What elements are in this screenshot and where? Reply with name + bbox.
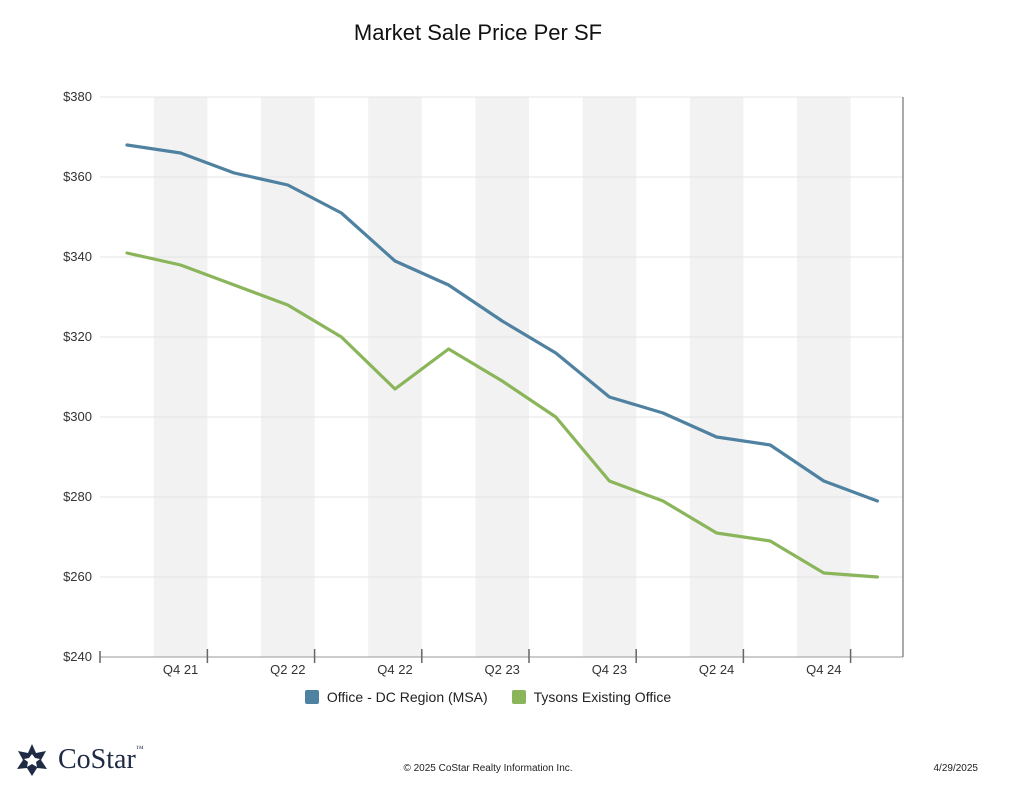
legend-item-series-1[interactable]: Office - DC Region (MSA) xyxy=(304,689,488,705)
legend-swatch-series-1 xyxy=(304,690,319,704)
brand-name: CoStar™ xyxy=(58,744,144,775)
y-tick-label: $320 xyxy=(63,329,92,344)
y-tick-label: $240 xyxy=(63,649,92,664)
x-tick-label: Q4 22 xyxy=(377,662,412,677)
x-tick-label: Q4 23 xyxy=(592,662,627,677)
band-Q2-24 xyxy=(689,97,744,657)
x-tick-label: Q2 24 xyxy=(699,662,734,677)
y-tick-label: $260 xyxy=(63,569,92,584)
copyright-text: © 2025 CoStar Realty Information Inc. xyxy=(403,763,573,774)
axes xyxy=(99,97,904,663)
costar-logo: CoStar™ xyxy=(14,742,144,778)
x-tick-labels: Q4 21 Q2 22 Q4 22 Q2 23 Q4 23 Q2 24 Q4 24 xyxy=(163,662,842,677)
x-tick-label: Q4 24 xyxy=(806,662,841,677)
series-line-1[interactable] xyxy=(125,143,880,503)
report-date: 4/29/2025 xyxy=(933,763,979,774)
legend-swatch-series-2 xyxy=(511,690,526,704)
y-tick-label: $300 xyxy=(63,409,92,424)
alternating-bands xyxy=(153,97,851,657)
series-lines xyxy=(125,143,880,579)
y-tick-labels: $240 $260 $280 $300 $320 $340 $360 $380 xyxy=(63,89,92,664)
y-tick-label: $280 xyxy=(63,489,92,504)
legend-label-series-2: Tysons Existing Office xyxy=(533,689,672,705)
chart-title: Market Sale Price Per SF xyxy=(353,20,603,45)
y-tick-label: $380 xyxy=(63,89,92,104)
costar-star-logo-icon xyxy=(17,744,47,776)
x-tick-label: Q2 22 xyxy=(270,662,305,677)
x-tick-label: Q2 23 xyxy=(484,662,519,677)
series-line-2[interactable] xyxy=(125,251,880,579)
legend: Office - DC Region (MSA) Tysons Existing… xyxy=(0,689,976,705)
band-Q2-22 xyxy=(261,97,315,657)
band-Q4-22 xyxy=(368,97,422,657)
x-tick-label: Q4 21 xyxy=(163,662,198,677)
band-Q4-21 xyxy=(153,97,208,657)
y-tick-label: $340 xyxy=(63,249,92,264)
y-tick-label: $360 xyxy=(63,169,92,184)
band-Q4-23 xyxy=(582,97,637,657)
legend-item-series-2[interactable]: Tysons Existing Office xyxy=(511,689,672,705)
legend-label-series-1: Office - DC Region (MSA) xyxy=(326,689,488,705)
band-Q2-23 xyxy=(475,97,529,657)
